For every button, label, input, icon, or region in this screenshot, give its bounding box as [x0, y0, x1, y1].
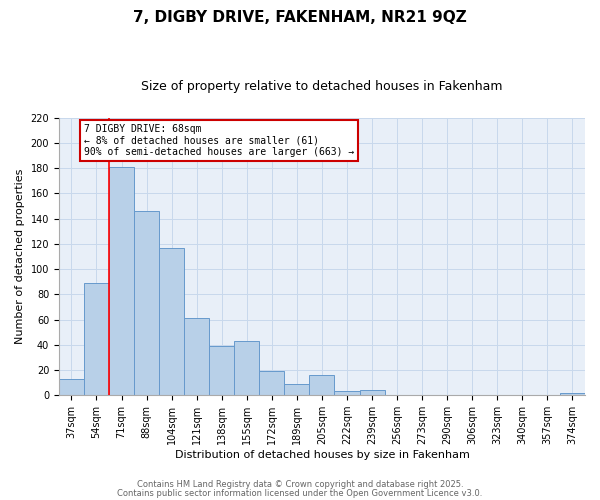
X-axis label: Distribution of detached houses by size in Fakenham: Distribution of detached houses by size … — [175, 450, 469, 460]
Bar — [359, 390, 385, 395]
Bar — [284, 384, 310, 395]
Bar — [310, 375, 334, 395]
Text: 7 DIGBY DRIVE: 68sqm
← 8% of detached houses are smaller (61)
90% of semi-detach: 7 DIGBY DRIVE: 68sqm ← 8% of detached ho… — [84, 124, 354, 158]
Bar — [109, 167, 134, 395]
Y-axis label: Number of detached properties: Number of detached properties — [15, 169, 25, 344]
Bar — [184, 318, 209, 395]
Bar — [84, 283, 109, 395]
Text: Contains HM Land Registry data © Crown copyright and database right 2025.: Contains HM Land Registry data © Crown c… — [137, 480, 463, 489]
Bar — [209, 346, 234, 395]
Title: Size of property relative to detached houses in Fakenham: Size of property relative to detached ho… — [141, 80, 503, 93]
Text: 7, DIGBY DRIVE, FAKENHAM, NR21 9QZ: 7, DIGBY DRIVE, FAKENHAM, NR21 9QZ — [133, 10, 467, 25]
Bar — [234, 341, 259, 395]
Bar — [134, 211, 159, 395]
Bar — [59, 379, 84, 395]
Bar — [259, 372, 284, 395]
Bar — [334, 392, 359, 395]
Bar — [159, 248, 184, 395]
Text: Contains public sector information licensed under the Open Government Licence v3: Contains public sector information licen… — [118, 488, 482, 498]
Bar — [560, 392, 585, 395]
